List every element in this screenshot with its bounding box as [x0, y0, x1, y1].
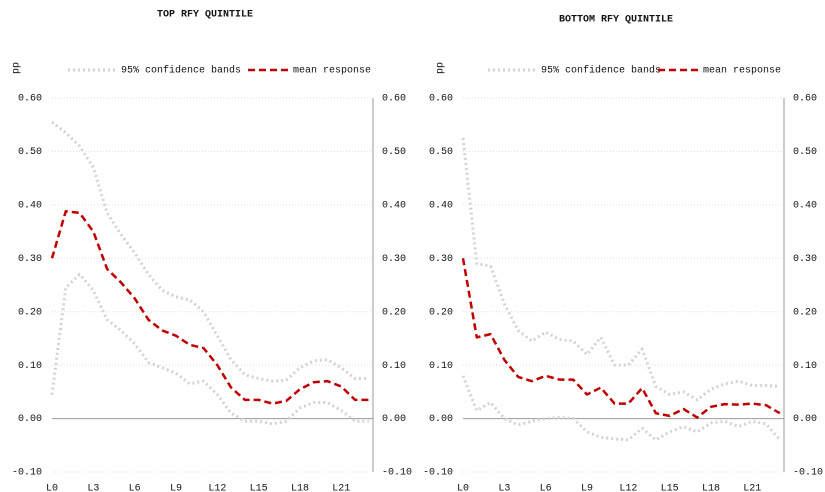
y2-tick-label: 0.00 — [793, 414, 817, 425]
band-line — [50, 272, 369, 426]
x-tick-label: L15 — [661, 484, 679, 492]
band-line — [461, 137, 780, 402]
y-axis-label: pp — [12, 62, 23, 74]
x-tick-label: L6 — [540, 484, 552, 492]
y-tick-label: 0.20 — [429, 307, 453, 318]
y-tick-label: 0.10 — [18, 361, 42, 372]
y2-tick-label: 0.40 — [793, 200, 817, 211]
y-tick-label: 0.10 — [429, 361, 453, 372]
y2-tick-label: 0.10 — [382, 361, 406, 372]
legend-label: 95% confidence bands — [541, 65, 661, 77]
chart-title: BOTTOM RFY QUINTILE — [559, 15, 673, 26]
x-tick-label: L9 — [581, 484, 593, 492]
y-tick-label: 0.00 — [429, 414, 453, 425]
x-tick-label: L18 — [702, 484, 720, 492]
y-tick-label: 0.00 — [18, 414, 42, 425]
y-tick-label: 0.60 — [18, 94, 42, 105]
y2-tick-label: 0.60 — [382, 94, 406, 105]
y2-tick-label: 0.40 — [382, 200, 406, 211]
y2-tick-label: 0.50 — [382, 147, 406, 158]
y-tick-label: 0.50 — [18, 147, 42, 158]
y-tick-label: 0.60 — [429, 94, 453, 105]
band-line — [51, 120, 369, 383]
band-line — [461, 375, 782, 442]
x-tick-label: L12 — [208, 484, 226, 492]
y2-tick-label: 0.60 — [793, 94, 817, 105]
x-tick-label: L6 — [129, 484, 141, 492]
x-tick-label: L15 — [250, 484, 268, 492]
mean-line — [461, 258, 781, 419]
mean-line — [50, 210, 369, 405]
legend-label: mean response — [703, 66, 781, 77]
y2-tick-label: -0.10 — [382, 468, 412, 479]
x-tick-label: L3 — [87, 484, 99, 492]
y-tick-label: 0.20 — [18, 307, 42, 318]
y2-tick-label: 0.30 — [793, 254, 817, 265]
x-tick-label: L18 — [291, 484, 309, 492]
y2-tick-label: 0.10 — [793, 361, 817, 372]
y2-tick-label: 0.20 — [793, 307, 817, 318]
y2-tick-label: -0.10 — [793, 468, 823, 479]
x-tick-label: L0 — [457, 484, 469, 492]
x-tick-label: L0 — [46, 484, 58, 492]
x-tick-label: L12 — [619, 484, 637, 492]
y-tick-label: 0.30 — [429, 254, 453, 265]
y-tick-label: 0.40 — [18, 200, 42, 211]
y-tick-label: 0.30 — [18, 254, 42, 265]
y2-tick-label: 0.50 — [793, 147, 817, 158]
y-tick-label: -0.10 — [12, 468, 42, 479]
y-tick-label: 0.50 — [429, 147, 453, 158]
y-tick-label: -0.10 — [423, 468, 453, 479]
x-tick-label: L21 — [743, 484, 761, 492]
y2-tick-label: 0.00 — [382, 414, 406, 425]
x-tick-label: L9 — [170, 484, 182, 492]
y2-tick-label: 0.20 — [382, 307, 406, 318]
legend-label: 95% confidence bands — [121, 65, 241, 77]
x-tick-label: L21 — [332, 484, 350, 492]
y2-tick-label: 0.30 — [382, 254, 406, 265]
y-tick-label: 0.40 — [429, 200, 453, 211]
legend-label: mean response — [293, 66, 371, 77]
chart-title: TOP RFY QUINTILE — [157, 10, 253, 21]
y-axis-label: pp — [436, 62, 447, 74]
x-tick-label: L3 — [498, 484, 510, 492]
